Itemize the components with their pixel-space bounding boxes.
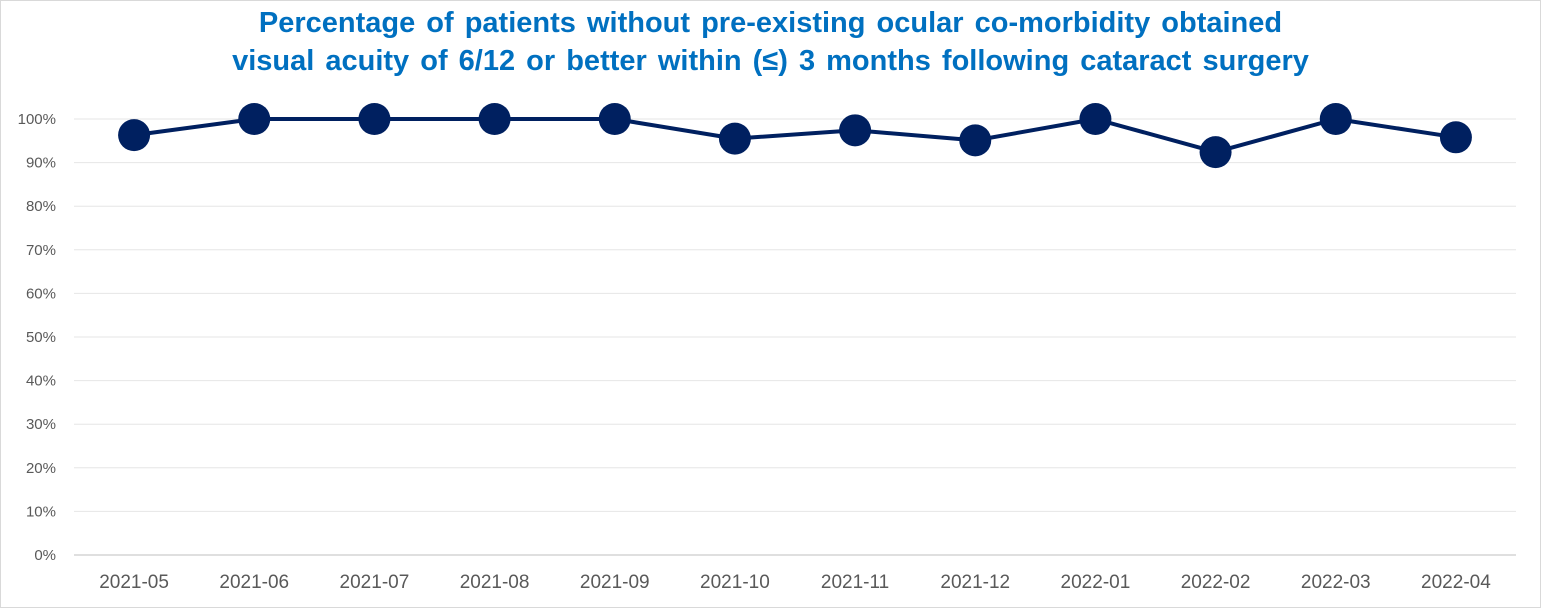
chart-title-line-1: Percentage of patients without pre-exist…	[258, 7, 1283, 39]
data-point-2021-08	[478, 103, 511, 135]
y-axis-tick-labels: 0% 10% 20% 30% 40% 50% 60% 70% 80% 90% 100%	[18, 111, 56, 564]
x-tick-label: 2021-05	[99, 572, 169, 593]
y-tick-label: 30%	[26, 416, 56, 433]
data-point-2021-07	[358, 103, 391, 135]
y-tick-label: 0%	[34, 547, 56, 564]
y-tick-label: 80%	[26, 198, 56, 215]
x-tick-label: 2021-08	[460, 572, 530, 593]
x-tick-label: 2021-11	[821, 572, 889, 593]
x-tick-label: 2021-09	[580, 572, 650, 593]
y-tick-label: 70%	[26, 242, 56, 259]
x-tick-label: 2021-12	[940, 572, 1010, 593]
chart-title-line-2: visual acuity of 6/12 or better within (…	[232, 45, 1309, 77]
chart-title: Percentage of patients without pre-exist…	[0, 4, 1541, 80]
data-point-2021-05	[118, 119, 151, 152]
x-axis-tick-labels: 2021-05 2021-06 2021-07 2021-08 2021-09 2021-…	[99, 572, 1491, 593]
y-tick-label: 50%	[26, 329, 56, 346]
data-point-2021-06	[238, 103, 271, 135]
x-tick-label: 2022-01	[1061, 572, 1131, 593]
x-tick-label: 2022-02	[1181, 572, 1251, 593]
data-series	[133, 117, 1457, 155]
data-point-2021-11	[839, 114, 872, 147]
x-tick-label: 2021-10	[700, 572, 770, 593]
data-point-2021-12	[959, 124, 992, 157]
x-tick-label: 2022-03	[1301, 572, 1371, 593]
data-point-2022-04	[1439, 121, 1472, 154]
y-tick-label: 100%	[18, 111, 56, 128]
y-tick-label: 40%	[26, 373, 56, 390]
series-line	[133, 117, 1457, 155]
y-tick-label: 60%	[26, 285, 56, 302]
x-tick-label: 2022-04	[1421, 572, 1491, 593]
data-point-2021-10	[718, 122, 751, 155]
y-tick-label: 20%	[26, 460, 56, 477]
gridlines	[74, 118, 1516, 512]
y-tick-label: 10%	[26, 503, 56, 520]
data-point-2022-02	[1199, 136, 1232, 169]
x-tick-label: 2021-07	[340, 572, 410, 593]
data-point-2022-03	[1319, 103, 1352, 135]
data-point-2021-09	[598, 103, 631, 135]
y-tick-label: 90%	[26, 155, 56, 172]
x-tick-label: 2021-06	[219, 572, 289, 593]
data-markers	[118, 103, 1472, 169]
data-point-2022-01	[1079, 103, 1112, 135]
